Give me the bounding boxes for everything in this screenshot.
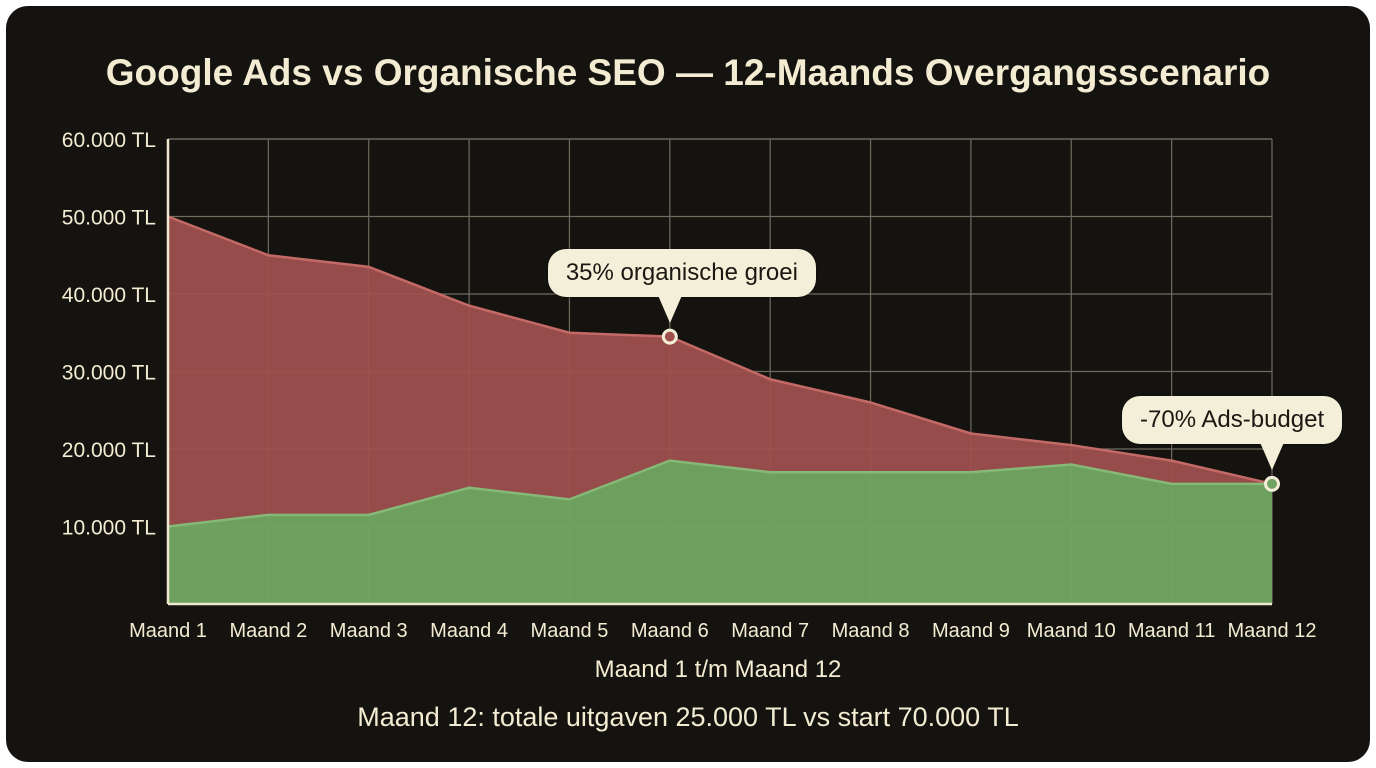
y-tick-label: 60.000 TL — [62, 129, 156, 152]
annotation-ads-budget: -70% Ads-budget — [1122, 395, 1343, 470]
annotation-marker — [661, 328, 678, 345]
x-axis-ticks: Maand 1 Maand 2 Maand 3 Maand 4 Maand 5 Maand… — [129, 620, 1316, 642]
organic-area — [168, 460, 1272, 604]
chart-title: Google Ads vs Organische SEO — 12-Maands… — [105, 52, 1271, 93]
x-tick-label: Maand 11 — [1128, 620, 1215, 642]
x-tick-label: Maand 3 — [330, 620, 408, 642]
x-tick-label: Maand 7 — [731, 620, 809, 642]
x-tick-label: Maand 2 — [229, 620, 307, 642]
y-tick-label: 20.000 TL — [62, 439, 156, 462]
x-tick-label: Maand 4 — [430, 620, 508, 642]
x-tick-label: Maand 5 — [531, 620, 609, 642]
organic-line — [167, 459, 1272, 528]
annotation-organic-growth-text: 35% organische groei — [565, 258, 798, 286]
x-tick-label: Maand 8 — [832, 620, 910, 642]
annotation-organic-growth: 35% organische groei — [547, 248, 816, 323]
x-axis-label: Maand 1 t/m Maand 12 — [595, 656, 842, 683]
annotation-markers — [661, 328, 1280, 492]
x-tick-label: Maand 1 — [129, 620, 207, 642]
y-tick-label: 50.000 TL — [62, 207, 156, 230]
axes — [166, 139, 1272, 606]
area-series — [167, 215, 1273, 604]
y-axis-ticks: 10.000 TL 20.000 TL 30.000 TL 40.000 TL 50.0… — [62, 129, 156, 540]
y-tick-label: 30.000 TL — [62, 362, 156, 385]
annotation-marker — [1264, 475, 1280, 492]
y-tick-label: 40.000 TL — [62, 284, 156, 307]
x-tick-label: Maand 12 — [1228, 620, 1317, 642]
annotation-tail — [1259, 439, 1285, 470]
annotation-ads-budget-text: -70% Ads-budget — [1140, 405, 1325, 433]
x-tick-label: Maand 9 — [932, 620, 1010, 642]
ads-line — [167, 215, 1273, 486]
x-tick-label: Maand 6 — [631, 620, 709, 642]
x-tick-label: Maand 10 — [1027, 620, 1116, 642]
annotation-tail — [656, 292, 683, 323]
y-tick-label: 10.000 TL — [62, 517, 156, 540]
ads-area — [168, 216, 1272, 527]
summary-caption: Maand 12: totale uitgaven 25.000 TL vs s… — [357, 702, 1019, 732]
